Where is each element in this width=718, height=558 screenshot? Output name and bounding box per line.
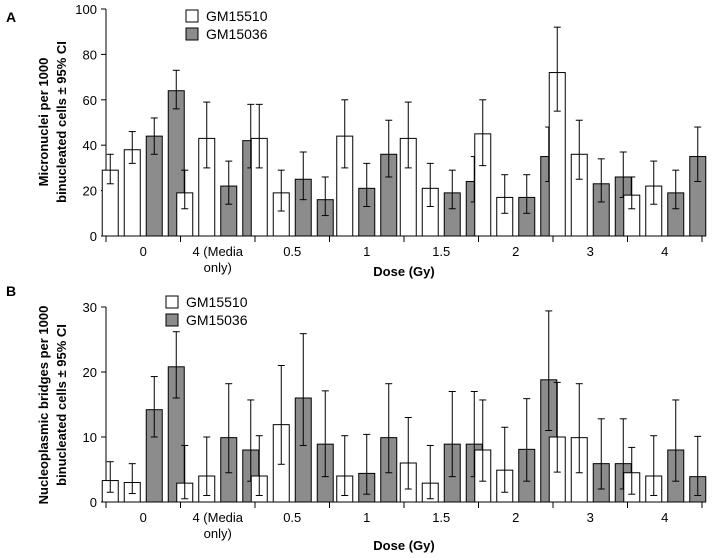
x-tick-label: 1.5	[432, 244, 450, 259]
x-tick-label: 2	[512, 244, 519, 259]
x-tick-label: 4 (Media	[192, 244, 243, 259]
legend-label-gm15510: GM15510	[186, 294, 248, 310]
y-axis-label: Micronuclei per 1000	[36, 58, 51, 187]
x-tick-label: 4 (Media	[192, 510, 243, 525]
y-tick-label: 0	[90, 229, 97, 244]
panel-label: A	[6, 9, 16, 25]
y-tick-label: 80	[83, 47, 97, 62]
y-tick-label: 100	[75, 2, 97, 17]
y-tick-label: 20	[83, 184, 97, 199]
legend-swatch-gm15510	[165, 295, 179, 309]
y-tick-label: 60	[83, 93, 97, 108]
y-axis-label: Nucleoplasmic bridges per 1000	[36, 306, 51, 505]
x-tick-label: 2	[512, 510, 519, 525]
y-axis-label: binucleated cells ± 95% CI	[54, 324, 69, 486]
x-tick-label: 3	[587, 244, 594, 259]
y-tick-label: 20	[83, 365, 97, 380]
legend-swatch-gm15036	[165, 313, 179, 327]
x-tick-label: 4	[661, 510, 668, 525]
y-tick-label: 40	[83, 138, 97, 153]
legend-swatch-gm15036	[185, 27, 199, 41]
legend-label-gm15510: GM15510	[206, 8, 268, 24]
legend-label-gm15036: GM15036	[206, 26, 268, 42]
panel-label: B	[6, 283, 16, 299]
x-tick-label: 1	[363, 244, 370, 259]
legend-swatch-gm15510	[185, 9, 199, 23]
y-axis-label: binucleated cells ± 95% CI	[54, 41, 69, 203]
x-tick-label: 1.5	[432, 510, 450, 525]
x-axis-label: Dose (Gy)	[373, 264, 434, 279]
x-tick-label: 0.5	[283, 510, 301, 525]
x-tick-label: only)	[204, 260, 232, 275]
x-tick-label: 1	[363, 510, 370, 525]
x-tick-label: 3	[587, 510, 594, 525]
x-tick-label: 0	[140, 244, 147, 259]
x-axis-label: Dose (Gy)	[373, 538, 434, 553]
y-tick-label: 0	[90, 495, 97, 510]
y-tick-label: 10	[83, 430, 97, 445]
x-tick-label: 4	[661, 244, 668, 259]
x-tick-label: 0	[140, 510, 147, 525]
y-tick-label: 30	[83, 300, 97, 315]
legend-label-gm15036: GM15036	[186, 312, 248, 328]
x-tick-label: 0.5	[283, 244, 301, 259]
x-tick-label: only)	[204, 526, 232, 541]
